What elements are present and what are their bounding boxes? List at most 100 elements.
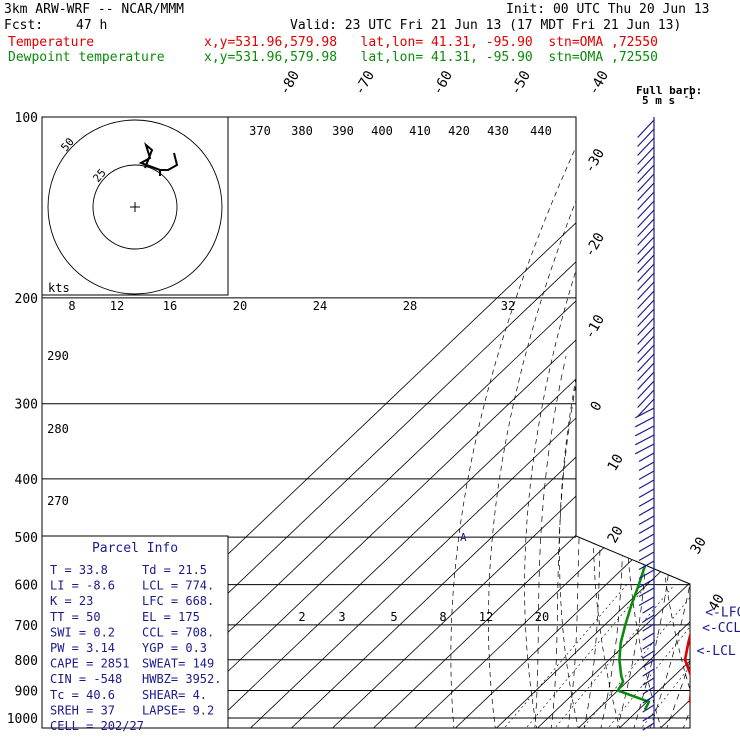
wind-barb [638,587,655,598]
parcel-box [41,535,229,729]
wind-barb [638,578,655,589]
wind-barb [637,308,655,327]
isotherm-line [699,117,740,731]
pressure-tick-label: 700 [15,619,38,634]
wind-barb [637,173,655,192]
theta-e-label: 390 [332,124,354,138]
init-time: Init: 00 UTC Thu 20 Jun 13 [506,2,710,17]
barb-key-exponent: -1 [684,92,694,101]
pressure-tick-label: 200 [15,292,38,307]
wind-barb [634,416,655,428]
moist-adiabat [550,356,582,728]
wind-barb [637,164,655,183]
parcel-row-left: PW = 3.14 [50,641,115,655]
wind-barb [637,299,655,318]
wind-barb [642,686,655,695]
forecast-hour: 47 h [76,18,108,33]
hodograph-ring-inner [92,164,178,250]
wind-barb [637,398,655,417]
wind-barb [638,533,655,544]
isotherm-label: -60 [430,68,457,98]
isotherm-label: 40 [706,591,728,614]
wind-barb [637,326,655,345]
theta-e-label: 380 [291,124,313,138]
hodograph-axis-label: 8 [68,299,75,313]
temperature-legend: Temperature [8,35,95,50]
isotherm-line [452,117,690,728]
isotherm-label: 0 [588,399,606,414]
theta-e-label: 430 [487,124,509,138]
parcel-row-right: LFC = 668. [142,594,214,608]
parcel-row-right: SWEAT= 149 [142,657,214,671]
mixing-ratio-label: 12 [479,610,493,624]
temperature-station-info: x,y=531.96,579.98 lat,lon= 41.31, -95.90… [204,35,658,50]
moist-adiabat [649,356,690,728]
isotherm-line [247,117,690,728]
theta-e-label: 440 [530,124,552,138]
hodograph-axis-label: 20 [233,299,247,313]
wind-barb [642,605,655,614]
wind-barb [638,470,655,481]
wind-barb [634,407,655,419]
isotherm-label: 30 [688,534,710,557]
mixing-ratio-label: 20 [535,610,549,624]
barb-key-title: Full barb: [636,84,702,97]
theta-e-label: 400 [371,124,393,138]
wind-barb [637,281,655,300]
isotherm-line [657,117,690,728]
theta-label: 280 [47,422,69,436]
theta-e-label: 420 [448,124,470,138]
isotherm-label: -10 [582,312,609,342]
wind-barb [637,362,655,381]
forecast-label: Fcst: [4,18,44,33]
wind-barb [637,254,655,273]
wind-barb [637,263,655,282]
wind-barb [634,443,655,455]
wind-barb [638,551,655,562]
parcel-row-left: CAPE = 2851 [50,657,129,671]
isotherm-label: -50 [508,68,535,98]
theta-label: 290 [47,349,69,363]
dewpoint-station-info: x,y=531.96,579.98 lat,lon= 41.31, -95.90… [204,50,658,65]
wind-barb [637,236,655,255]
hodograph-axis-label: 24 [313,299,327,313]
wind-barb [637,119,655,138]
wind-barb [638,596,655,607]
wind-barb [637,128,655,147]
wind-barb [642,623,655,632]
wind-barb [638,461,655,472]
mixing-ratio-label: 2 [298,610,305,624]
pressure-tick-label: 600 [15,579,38,594]
isotherm-line [493,117,690,728]
parcel-row-right: CCL = 708. [142,625,214,639]
parcel-row-left: TT = 50 [50,610,101,624]
model-title: 3km ARW-WRF -- NCAR/MMM [4,2,185,17]
pressure-tick-label: 100 [15,111,38,126]
wind-barb [637,137,655,156]
isotherm-line [616,117,690,728]
parcel-row-right: YGP = 0.3 [142,641,207,655]
parcel-row-right: HWBZ= 3952. [142,672,221,686]
parcel-row-left: CELL = 202/27 [50,719,144,733]
mixing-ratio-line [639,584,690,728]
wind-barb [638,524,655,535]
barb-key-value: 5 m s [642,94,675,107]
wind-barb [634,434,655,446]
parcel-row-left: T = 33.8 [50,563,108,577]
wind-barb [637,191,655,210]
parcel-row-right: EL = 175 [142,610,200,624]
hodograph-axis-label: 16 [163,299,177,313]
wind-barb [637,290,655,309]
isotherm-label: -30 [582,146,609,176]
mixing-ratio-label: 5 [390,610,397,624]
hodograph-axis-label: 28 [403,299,417,313]
wind-barb [637,335,655,354]
mixing-ratio-line [552,584,675,728]
isotherm-line [534,117,690,728]
wind-barb [642,650,655,659]
dry-adiabat [656,117,690,728]
wind-barb [637,272,655,291]
